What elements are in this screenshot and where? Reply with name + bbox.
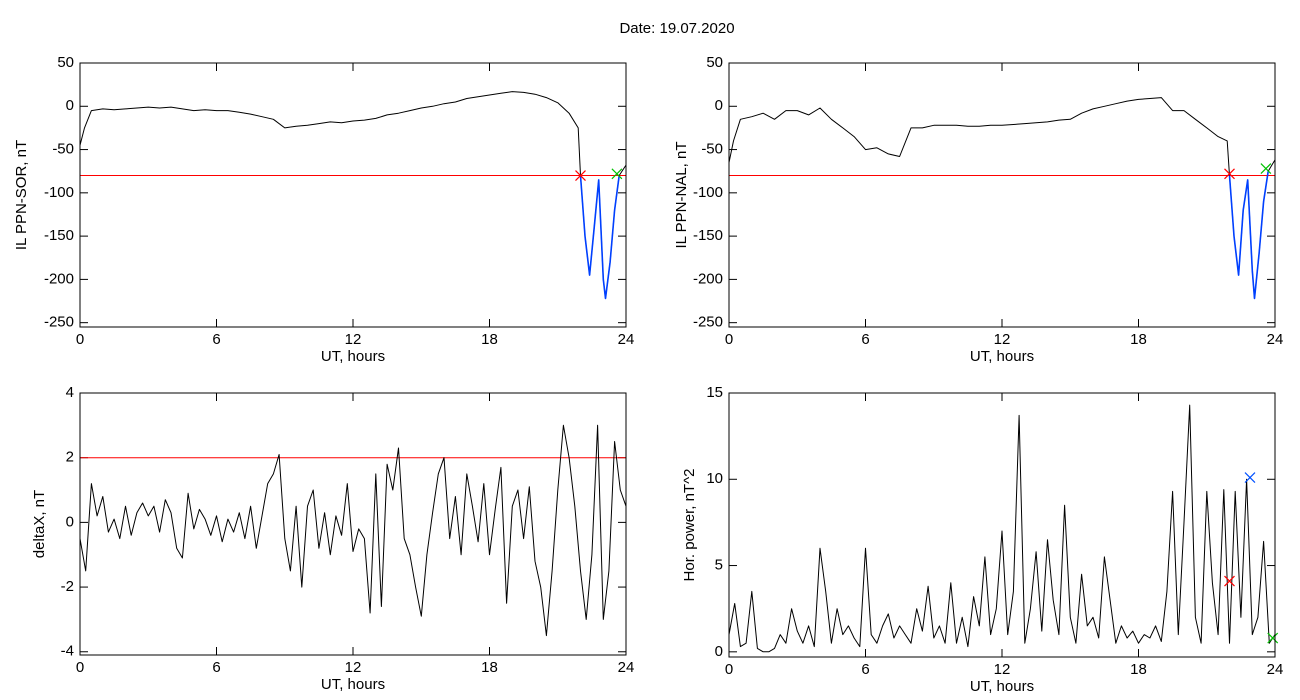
x-tick-label: 24 bbox=[618, 331, 635, 348]
y-tick-label: 50 bbox=[706, 54, 723, 71]
x-tick-label: 6 bbox=[212, 659, 220, 676]
data-line bbox=[79, 424, 627, 637]
marker bbox=[1260, 163, 1272, 175]
x-tick-label: 18 bbox=[1130, 661, 1147, 678]
y-tick-label: 2 bbox=[66, 449, 74, 466]
plot-frame bbox=[728, 62, 1276, 328]
figure-title: Date: 19.07.2020 bbox=[619, 20, 734, 37]
x-tick-label: 18 bbox=[481, 331, 498, 348]
y-tick-label: 10 bbox=[706, 470, 723, 487]
y-tick-label: -4 bbox=[61, 643, 74, 660]
y-tick-label: 0 bbox=[66, 97, 74, 114]
y-tick-label: -2 bbox=[61, 578, 74, 595]
y-tick-label: -250 bbox=[44, 314, 74, 331]
x-axis-label: UT, hours bbox=[321, 676, 385, 693]
marker-stroke bbox=[1260, 163, 1272, 175]
marker bbox=[1224, 168, 1235, 180]
y-tick-label: -200 bbox=[44, 270, 74, 287]
marker-stroke bbox=[1224, 168, 1235, 180]
plot-frame bbox=[79, 392, 627, 656]
marker bbox=[1224, 575, 1235, 587]
x-tick-label: 12 bbox=[345, 331, 362, 348]
x-tick-label: 12 bbox=[994, 661, 1011, 678]
marker-stroke bbox=[1224, 575, 1235, 587]
y-tick-label: -100 bbox=[44, 184, 74, 201]
y-axis-label: IL PPN-SOR, nT bbox=[13, 140, 30, 250]
marker-stroke bbox=[1267, 632, 1279, 644]
y-tick-label: 0 bbox=[66, 513, 74, 530]
y-tick-label: -50 bbox=[701, 141, 723, 158]
y-tick-label: -50 bbox=[52, 141, 74, 158]
y-axis-label: Hor. power, nT^2 bbox=[681, 469, 698, 582]
y-axis-label: IL PPN-NAL, nT bbox=[673, 142, 690, 249]
x-tick-label: 18 bbox=[1130, 331, 1147, 348]
y-tick-label: 50 bbox=[57, 54, 74, 71]
y-tick-label: 5 bbox=[715, 557, 723, 574]
marker-stroke bbox=[1244, 472, 1256, 483]
x-axis-label: UT, hours bbox=[970, 678, 1034, 695]
x-tick-label: 24 bbox=[1267, 331, 1284, 348]
x-tick-label: 0 bbox=[76, 659, 84, 676]
y-tick-label: 15 bbox=[706, 384, 723, 401]
x-tick-label: 18 bbox=[481, 659, 498, 676]
data-line bbox=[728, 404, 1276, 653]
y-tick-label: -250 bbox=[693, 314, 723, 331]
y-tick-label: 0 bbox=[715, 643, 723, 660]
plot-frame bbox=[79, 62, 627, 328]
x-axis-label: UT, hours bbox=[321, 348, 385, 365]
x-tick-label: 12 bbox=[994, 331, 1011, 348]
y-tick-label: -150 bbox=[44, 227, 74, 244]
marker bbox=[1267, 632, 1279, 644]
y-tick-label: 4 bbox=[66, 384, 74, 401]
y-tick-label: -150 bbox=[693, 227, 723, 244]
x-tick-label: 24 bbox=[618, 659, 635, 676]
y-tick-label: -200 bbox=[693, 270, 723, 287]
marker-stroke bbox=[575, 170, 586, 181]
y-axis-label: deltaX, nT bbox=[31, 490, 48, 558]
plot-frame bbox=[728, 392, 1276, 658]
marker-stroke bbox=[611, 168, 623, 180]
x-tick-label: 6 bbox=[212, 331, 220, 348]
marker bbox=[611, 168, 623, 180]
data-line bbox=[1228, 171, 1269, 300]
x-tick-label: 6 bbox=[861, 661, 869, 678]
y-tick-label: 0 bbox=[715, 97, 723, 114]
x-tick-label: 0 bbox=[725, 661, 733, 678]
marker bbox=[1244, 472, 1256, 483]
marker bbox=[575, 170, 586, 181]
x-tick-label: 12 bbox=[345, 659, 362, 676]
x-tick-label: 0 bbox=[725, 331, 733, 348]
x-tick-label: 24 bbox=[1267, 661, 1284, 678]
x-tick-label: 0 bbox=[76, 331, 84, 348]
x-tick-label: 6 bbox=[861, 331, 869, 348]
y-tick-label: -100 bbox=[693, 184, 723, 201]
data-line bbox=[579, 175, 620, 300]
x-axis-label: UT, hours bbox=[970, 348, 1034, 365]
